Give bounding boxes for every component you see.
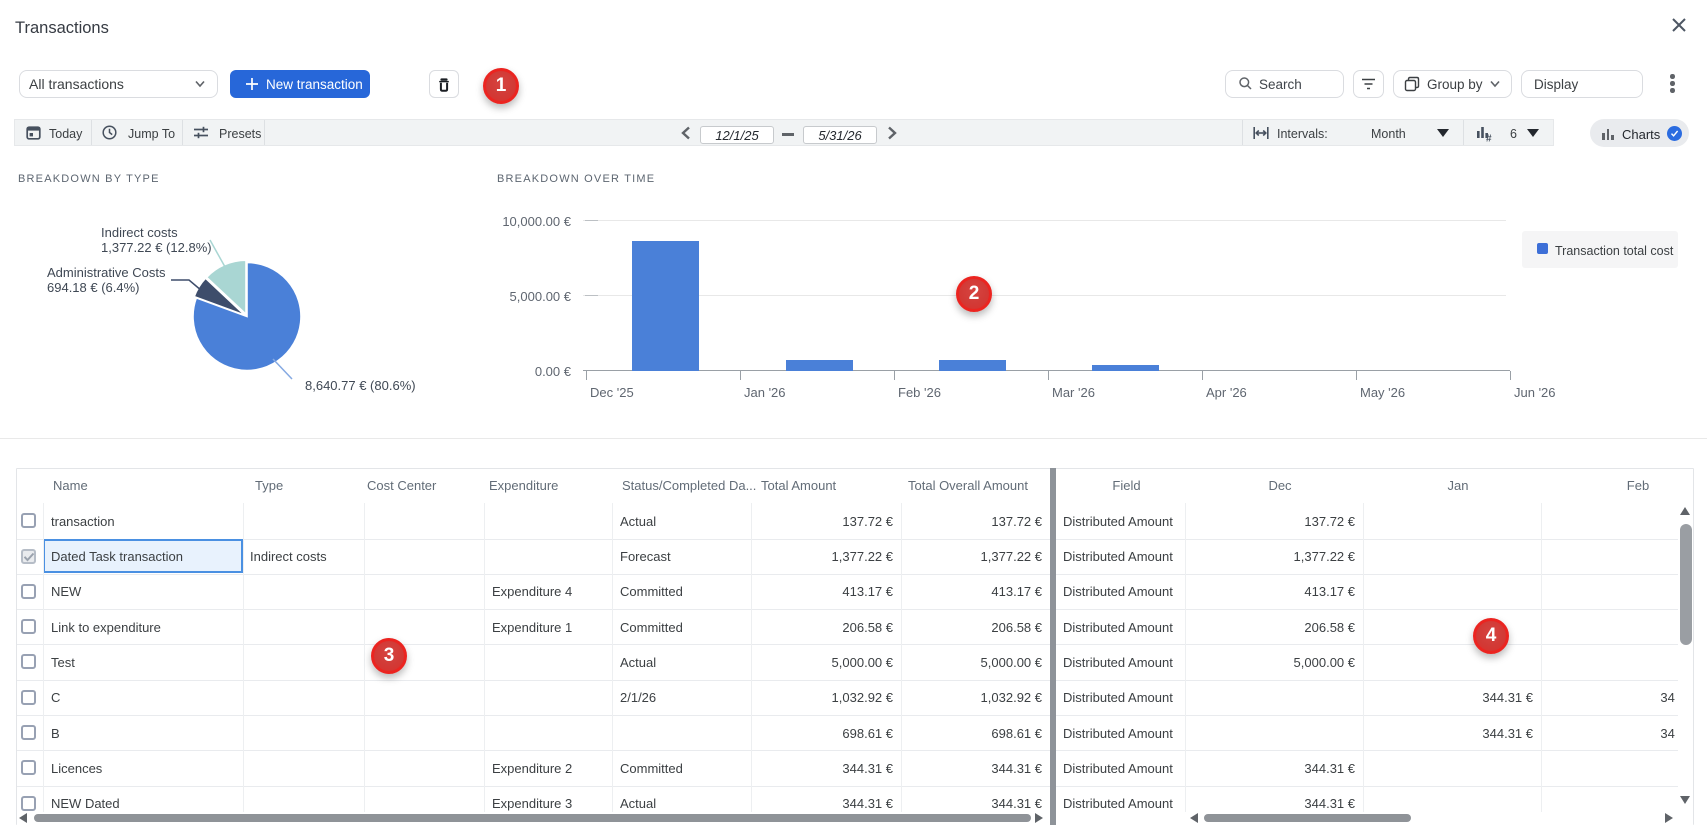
svg-text:#: # — [1486, 134, 1492, 143]
